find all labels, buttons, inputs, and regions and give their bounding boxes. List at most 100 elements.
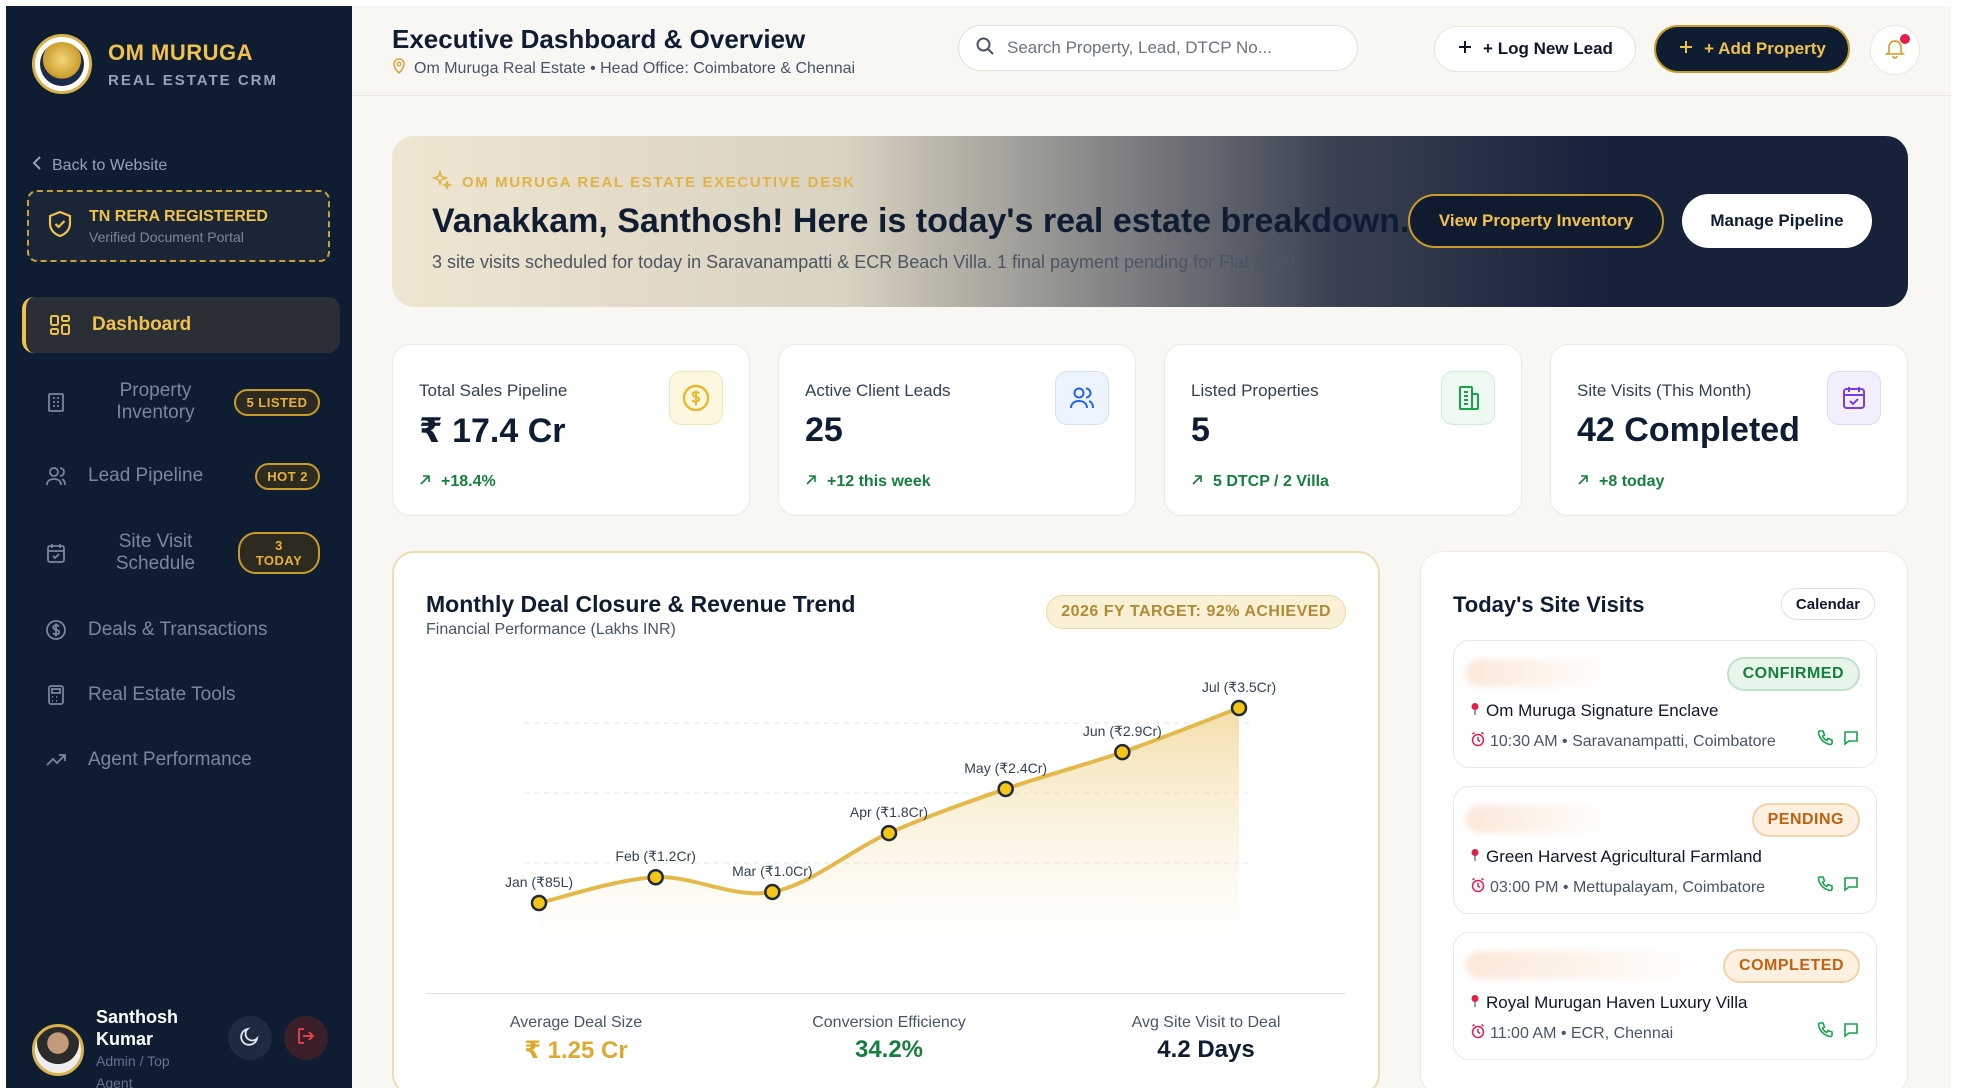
brand-name: OM MURUGA <box>108 39 254 65</box>
app-shell: OM MURUGA REAL ESTATE CRM Back to Websit… <box>6 6 1951 1088</box>
log-new-lead-button[interactable]: + Log New Lead <box>1434 26 1636 72</box>
data-label: Jan (₹85L) <box>505 874 573 890</box>
visit-time: 11:00 AM • ECR, Chennai <box>1470 1023 1673 1044</box>
sidebar-item-property-inventory[interactable]: Property Inventory 5 LISTED <box>22 374 340 430</box>
pin-icon <box>1470 847 1480 867</box>
visit-property-name: Om Muruga Signature Enclave <box>1486 701 1719 720</box>
stat-value: 4.2 Days <box>1157 1036 1255 1063</box>
trending-up-icon <box>44 748 68 772</box>
sidebar-item-dashboard[interactable]: Dashboard <box>22 297 340 353</box>
building-icon <box>1441 371 1495 425</box>
visit-actions <box>1816 729 1860 752</box>
sidebar: OM MURUGA REAL ESTATE CRM Back to Websit… <box>6 6 352 1088</box>
data-point-jun[interactable] <box>1114 743 1131 761</box>
plus-icon <box>1457 39 1473 60</box>
sidebar-item-label: Property Inventory <box>116 380 195 423</box>
kpi-delta-text: 5 DTCP / 2 Villa <box>1213 473 1329 490</box>
sidebar-item-site-visit-schedule[interactable]: Site Visit Schedule 3 TODAY <box>22 525 340 581</box>
data-point-jan[interactable] <box>530 894 548 912</box>
shield-check-icon <box>47 210 73 243</box>
visit-item[interactable]: CONFIRMED Om Muruga Signature Enclave 10… <box>1453 640 1877 768</box>
data-point-feb[interactable] <box>647 868 664 886</box>
add-property-label: + Add Property <box>1704 39 1826 58</box>
stat-avg-visit-to-deal: Avg Site Visit to Deal 4.2 Days <box>1086 1014 1326 1064</box>
kpi-delta: +8 today <box>1577 473 1664 491</box>
plus-icon <box>1678 39 1694 60</box>
kpi-value: ₹ 17.4 Cr <box>419 412 566 450</box>
chart-footer-stats: Average Deal Size ₹ 1.25 Cr Conversion E… <box>426 993 1346 1083</box>
search-input[interactable] <box>1007 38 1337 58</box>
arrow-up-right-icon <box>1191 473 1203 491</box>
message-icon[interactable] <box>1842 729 1860 752</box>
hero-kicker-text: OM MURUGA REAL ESTATE EXECUTIVE DESK <box>462 173 856 191</box>
visit-item[interactable]: PENDING Green Harvest Agricultural Farml… <box>1453 786 1877 914</box>
location-pin-icon <box>392 58 406 79</box>
arrow-up-right-icon <box>805 473 817 491</box>
visit-property-name: Royal Murugan Haven Luxury Villa <box>1486 993 1748 1012</box>
sidebar-item-agent-performance[interactable]: Agent Performance <box>22 732 340 788</box>
moon-icon <box>239 1025 261 1052</box>
target-badge: 2026 FY TARGET: 92% ACHIEVED <box>1046 595 1346 629</box>
bell-icon <box>1883 36 1907 65</box>
rera-title: TN RERA REGISTERED <box>89 207 268 225</box>
back-to-website-link[interactable]: Back to Website <box>32 156 167 175</box>
notifications-button[interactable] <box>1870 25 1920 75</box>
theme-toggle-button[interactable] <box>228 1016 272 1060</box>
sidebar-item-real-estate-tools[interactable]: Real Estate Tools <box>22 667 340 723</box>
arrow-up-right-icon <box>1577 473 1589 491</box>
data-point-jul[interactable] <box>1230 699 1248 717</box>
visit-property: Royal Murugan Haven Luxury Villa <box>1470 993 1747 1013</box>
brand[interactable]: OM MURUGA REAL ESTATE CRM <box>32 34 278 94</box>
visit-property: Om Muruga Signature Enclave <box>1470 701 1718 721</box>
logout-icon <box>295 1025 317 1052</box>
kpi-label: Total Sales Pipeline <box>419 381 568 400</box>
main-content: Executive Dashboard & Overview Om Muruga… <box>352 6 1951 1088</box>
logout-button[interactable] <box>284 1016 328 1060</box>
rera-subtitle: Verified Document Portal <box>89 228 244 245</box>
page-title: Executive Dashboard & Overview <box>392 24 806 54</box>
visit-item[interactable]: COMPLETED Royal Murugan Haven Luxury Vil… <box>1453 932 1877 1060</box>
kpi-label: Listed Properties <box>1191 381 1319 400</box>
phone-icon[interactable] <box>1816 1021 1834 1044</box>
visit-actions <box>1816 875 1860 898</box>
message-icon[interactable] <box>1842 1021 1860 1044</box>
visit-time-text: 11:00 AM • ECR, Chennai <box>1490 1024 1674 1042</box>
sidebar-item-label: Deals & Transactions <box>88 619 268 640</box>
data-point-apr[interactable] <box>880 824 898 842</box>
page-subtitle: Om Muruga Real Estate • Head Office: Coi… <box>392 58 855 79</box>
welcome-banner: OM MURUGA REAL ESTATE EXECUTIVE DESK Van… <box>392 136 1908 307</box>
stat-conversion-efficiency: Conversion Efficiency 34.2% <box>769 1014 1009 1064</box>
manage-pipeline-button[interactable]: Manage Pipeline <box>1682 194 1872 248</box>
calendar-check-icon <box>1827 371 1881 425</box>
sidebar-item-deals-transactions[interactable]: Deals & Transactions <box>22 602 340 658</box>
sidebar-item-label: Agent Performance <box>88 749 252 770</box>
search-icon <box>975 36 995 61</box>
kpi-card-sales-pipeline[interactable]: Total Sales Pipeline ₹ 17.4 Cr +18.4% <box>392 344 750 516</box>
message-icon[interactable] <box>1842 875 1860 898</box>
kpi-card-site-visits[interactable]: Site Visits (This Month) 42 Completed +8… <box>1550 344 1908 516</box>
phone-icon[interactable] <box>1816 875 1834 898</box>
kpi-card-active-leads[interactable]: Active Client Leads 25 +12 this week <box>778 344 1136 516</box>
brand-subtitle: REAL ESTATE CRM <box>108 71 279 89</box>
data-point-may[interactable] <box>997 780 1014 798</box>
hot-leads-badge: HOT 2 <box>255 462 320 490</box>
phone-icon[interactable] <box>1816 729 1834 752</box>
search-bar[interactable] <box>958 25 1358 71</box>
alarm-clock-icon <box>1470 1023 1486 1044</box>
user-name: Santhosh Kumar <box>96 1007 179 1049</box>
stat-average-deal-size: Average Deal Size ₹ 1.25 Cr <box>456 1014 696 1065</box>
add-property-button[interactable]: + Add Property <box>1654 25 1850 73</box>
visit-property-name: Green Harvest Agricultural Farmland <box>1486 847 1762 866</box>
calendar-button[interactable]: Calendar <box>1781 588 1875 620</box>
area-fill <box>539 708 1239 938</box>
client-name-blurred <box>1466 805 1616 833</box>
visits-title: Today's Site Visits <box>1453 592 1645 617</box>
user-profile[interactable]: Santhosh Kumar Admin / Top Agent <box>32 1006 206 1088</box>
data-point-mar[interactable] <box>764 883 781 901</box>
kpi-card-listed-properties[interactable]: Listed Properties 5 5 DTCP / 2 Villa <box>1164 344 1522 516</box>
sidebar-item-lead-pipeline[interactable]: Lead Pipeline HOT 2 <box>22 448 340 504</box>
data-label: Feb (₹1.2Cr) <box>615 848 695 864</box>
view-property-inventory-button[interactable]: View Property Inventory <box>1408 194 1664 248</box>
avatar <box>32 1024 84 1076</box>
users-icon <box>1055 371 1109 425</box>
